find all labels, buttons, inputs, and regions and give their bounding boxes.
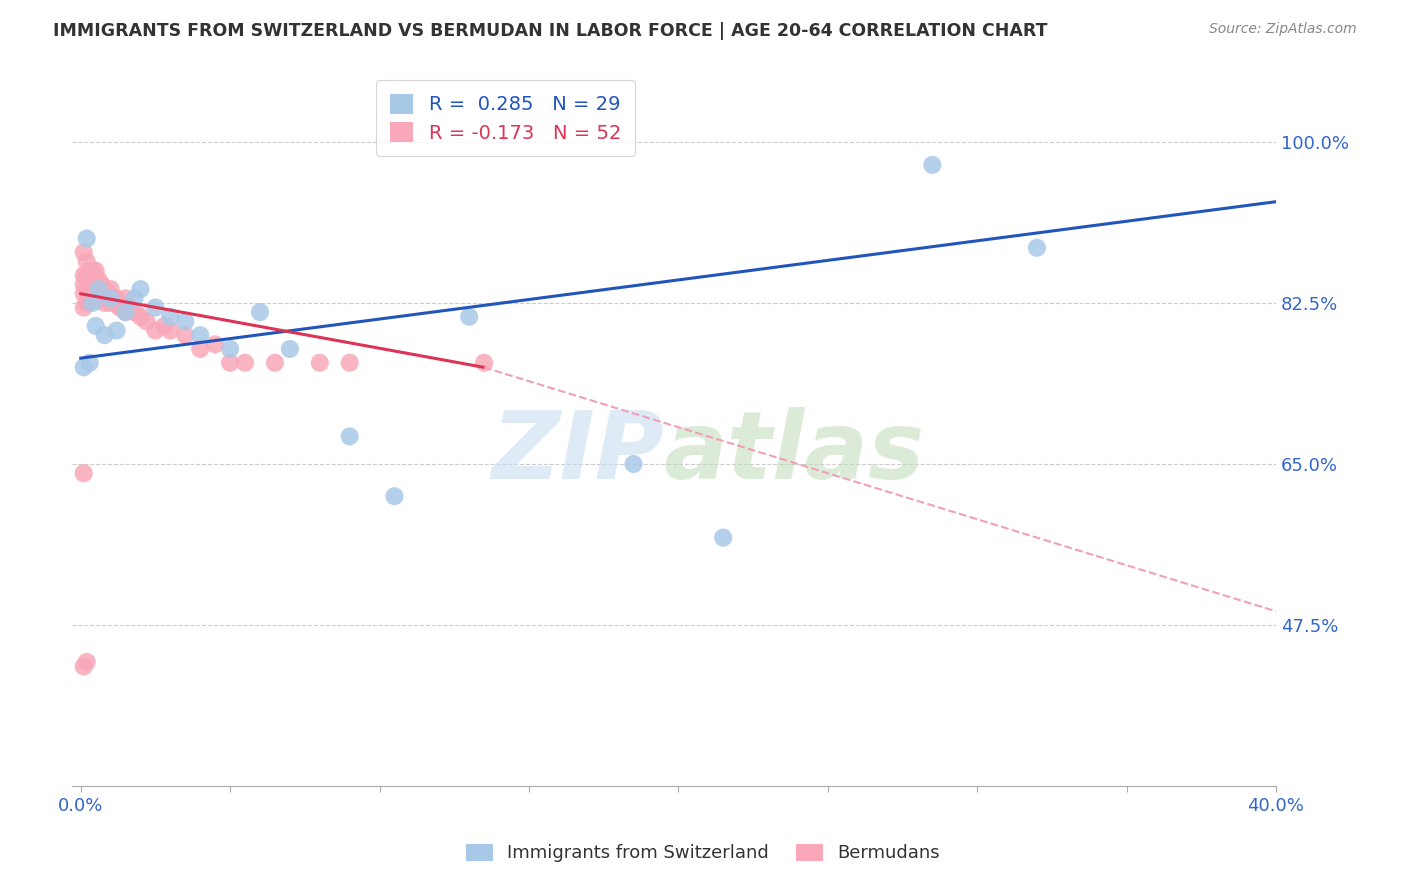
Point: [90, 291, 112, 305]
Point: [111, 301, 134, 315]
Point: [145, 324, 167, 338]
Point: [129, 282, 152, 296]
Point: [82, 277, 104, 292]
Text: IMMIGRANTS FROM SWITZERLAND VS BERMUDAN IN LABOR FORCE | AGE 20-64 CORRELATION C: IMMIGRANTS FROM SWITZERLAND VS BERMUDAN …: [53, 22, 1047, 40]
Point: [76, 231, 98, 245]
Point: [73, 268, 96, 283]
Point: [90, 277, 112, 292]
Point: [219, 356, 242, 370]
Point: [97, 286, 120, 301]
Point: [472, 356, 495, 370]
Point: [339, 429, 361, 443]
Point: [124, 291, 146, 305]
Point: [623, 457, 645, 471]
Point: [135, 314, 157, 328]
Point: [384, 489, 406, 503]
Point: [103, 291, 125, 305]
Point: [79, 286, 101, 301]
Point: [73, 467, 96, 481]
Point: [145, 301, 167, 315]
Point: [153, 318, 176, 333]
Text: atlas: atlas: [664, 407, 925, 499]
Point: [100, 291, 122, 305]
Point: [108, 301, 131, 315]
Point: [129, 310, 152, 324]
Point: [82, 264, 104, 278]
Point: [93, 296, 115, 310]
Point: [76, 282, 98, 296]
Text: ZIP: ZIP: [491, 407, 664, 499]
Point: [73, 245, 96, 260]
Point: [73, 360, 96, 375]
Point: [114, 305, 136, 319]
Point: [79, 264, 101, 278]
Point: [73, 277, 96, 292]
Point: [711, 531, 734, 545]
Point: [76, 254, 98, 268]
Point: [82, 296, 104, 310]
Point: [73, 301, 96, 315]
Point: [188, 342, 211, 356]
Point: [105, 324, 128, 338]
Point: [93, 282, 115, 296]
Point: [87, 282, 110, 296]
Point: [84, 291, 107, 305]
Text: Source: ZipAtlas.com: Source: ZipAtlas.com: [1209, 22, 1357, 37]
Point: [84, 318, 107, 333]
Point: [117, 301, 139, 315]
Point: [76, 268, 98, 283]
Point: [79, 277, 101, 292]
Point: [100, 282, 122, 296]
Point: [921, 158, 943, 172]
Point: [73, 659, 96, 673]
Point: [76, 655, 98, 669]
Point: [84, 277, 107, 292]
Legend: R =  0.285   N = 29, R = -0.173   N = 52: R = 0.285 N = 29, R = -0.173 N = 52: [375, 80, 634, 156]
Point: [79, 356, 101, 370]
Point: [458, 310, 481, 324]
Point: [73, 286, 96, 301]
Point: [1025, 241, 1047, 255]
Point: [264, 356, 287, 370]
Point: [188, 328, 211, 343]
Point: [84, 264, 107, 278]
Legend: Immigrants from Switzerland, Bermudans: Immigrants from Switzerland, Bermudans: [458, 837, 948, 870]
Point: [219, 342, 242, 356]
Point: [124, 305, 146, 319]
Point: [105, 291, 128, 305]
Point: [87, 273, 110, 287]
Point: [204, 337, 226, 351]
Point: [249, 305, 271, 319]
Point: [308, 356, 330, 370]
Point: [174, 328, 197, 343]
Point: [159, 324, 181, 338]
Point: [100, 296, 122, 310]
Point: [114, 305, 136, 319]
Point: [93, 328, 115, 343]
Point: [233, 356, 256, 370]
Point: [82, 291, 104, 305]
Point: [174, 314, 197, 328]
Point: [114, 291, 136, 305]
Point: [278, 342, 301, 356]
Point: [76, 296, 98, 310]
Point: [159, 310, 181, 324]
Point: [339, 356, 361, 370]
Point: [87, 286, 110, 301]
